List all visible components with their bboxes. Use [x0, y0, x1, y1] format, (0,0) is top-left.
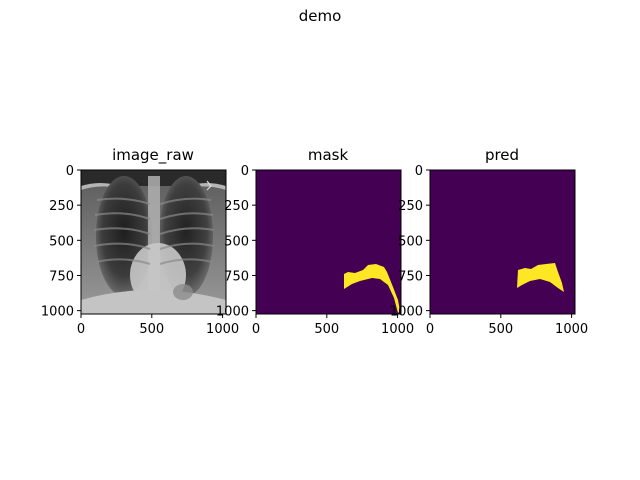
y-tick-label: 1000: [390, 305, 423, 320]
xray-axes-frame: [80, 169, 227, 315]
x-tick-label: 1000: [206, 322, 239, 337]
y-tick-label: 500: [398, 234, 423, 249]
y-tick-label: 750: [398, 269, 423, 284]
y-tick-label: 500: [224, 234, 249, 249]
pred-image: [430, 170, 575, 314]
x-tick-label: 0: [252, 322, 260, 337]
x-tick-label: 500: [314, 322, 339, 337]
pred-axes-frame: [429, 169, 576, 315]
x-tick-label: 0: [426, 322, 434, 337]
mask-axes-frame: [255, 169, 402, 315]
panel-title-pred: pred: [484, 146, 520, 164]
y-tick-label: 0: [241, 164, 249, 179]
panel-title-image-raw: image_raw: [112, 146, 194, 164]
figure-title: demo: [298, 7, 342, 25]
mask-image: [256, 170, 401, 314]
xray-image: [81, 170, 226, 314]
y-tick-label: 1000: [41, 305, 74, 320]
y-tick-label: 750: [224, 269, 249, 284]
y-tick-label: 250: [398, 199, 423, 214]
x-tick-label: 0: [77, 322, 85, 337]
y-tick-label: 0: [415, 164, 423, 179]
y-tick-label: 500: [49, 234, 74, 249]
y-tick-label: 1000: [216, 305, 249, 320]
x-tick-label: 500: [139, 322, 164, 337]
x-tick-label: 1000: [381, 322, 414, 337]
y-tick-label: 750: [49, 269, 74, 284]
panel-title-mask: mask: [307, 146, 349, 164]
y-tick-label: 250: [224, 199, 249, 214]
x-tick-label: 500: [488, 322, 513, 337]
y-tick-label: 250: [49, 199, 74, 214]
y-tick-label: 0: [66, 164, 74, 179]
x-tick-label: 1000: [555, 322, 588, 337]
